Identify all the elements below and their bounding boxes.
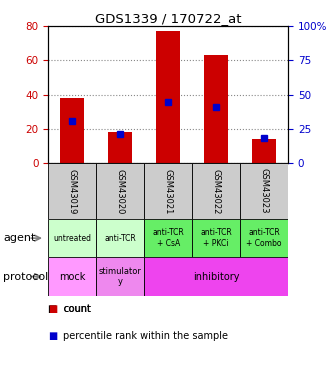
- Bar: [48, 257, 96, 296]
- Title: GDS1339 / 170722_at: GDS1339 / 170722_at: [95, 12, 241, 25]
- Bar: [96, 257, 144, 296]
- Text: agent: agent: [3, 233, 36, 243]
- Bar: [96, 163, 144, 219]
- Text: untreated: untreated: [53, 234, 91, 243]
- Text: percentile rank within the sample: percentile rank within the sample: [63, 331, 228, 340]
- Bar: [144, 163, 192, 219]
- Text: anti-TCR
+ PKCi: anti-TCR + PKCi: [200, 228, 232, 248]
- Bar: [108, 132, 132, 163]
- Bar: [240, 219, 288, 257]
- Text: count: count: [63, 304, 91, 314]
- Text: inhibitory: inhibitory: [193, 272, 239, 282]
- Bar: [96, 219, 144, 257]
- Text: GSM43021: GSM43021: [164, 169, 173, 214]
- Bar: [204, 56, 228, 163]
- Text: ■  count: ■ count: [48, 304, 92, 314]
- Text: GSM43023: GSM43023: [259, 168, 269, 214]
- Bar: [192, 219, 240, 257]
- Text: anti-TCR: anti-TCR: [104, 234, 136, 243]
- Text: mock: mock: [59, 272, 86, 282]
- Text: protocol: protocol: [3, 272, 49, 282]
- Bar: [240, 163, 288, 219]
- Bar: [48, 163, 96, 219]
- Text: anti-TCR
+ Combo: anti-TCR + Combo: [246, 228, 282, 248]
- Bar: [156, 32, 180, 163]
- Text: GSM43019: GSM43019: [68, 169, 77, 214]
- Text: anti-TCR
+ CsA: anti-TCR + CsA: [152, 228, 184, 248]
- Bar: [60, 98, 84, 163]
- Bar: [252, 139, 276, 163]
- Text: GSM43022: GSM43022: [211, 169, 221, 214]
- Bar: [144, 219, 192, 257]
- Text: ■: ■: [48, 331, 58, 340]
- Text: GSM43020: GSM43020: [116, 169, 125, 214]
- Text: stimulator
y: stimulator y: [99, 267, 142, 286]
- Bar: [144, 257, 288, 296]
- Text: ■: ■: [48, 304, 58, 314]
- Bar: [192, 163, 240, 219]
- Bar: [48, 219, 96, 257]
